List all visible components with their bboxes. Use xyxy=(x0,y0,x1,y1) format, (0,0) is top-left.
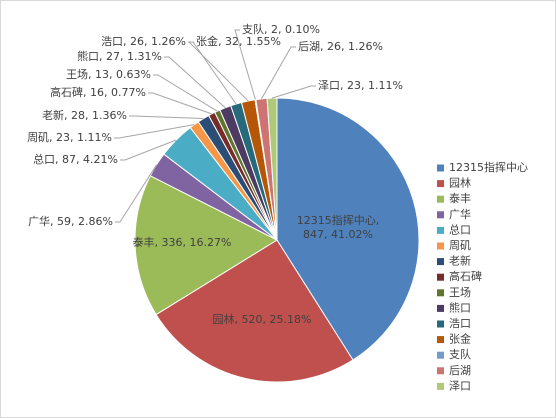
legend-label: 12315指挥中心 xyxy=(449,160,528,174)
legend-label: 张金 xyxy=(449,332,471,346)
leader-line xyxy=(114,124,195,139)
data-label: 泰丰, 336, 16.27% xyxy=(132,236,232,249)
leader-line xyxy=(115,164,158,223)
data-label: 张金, 32, 1.55% xyxy=(196,35,281,48)
legend-label: 支队 xyxy=(449,347,471,361)
legend-swatch xyxy=(437,336,444,344)
data-label: 后湖, 26, 1.26% xyxy=(298,40,383,53)
legend-swatch xyxy=(437,351,444,359)
pie-slice xyxy=(276,97,420,361)
pie-slice xyxy=(134,175,279,316)
legend-label: 老新 xyxy=(449,254,471,268)
legend-swatch xyxy=(437,258,444,266)
legend-label: 熊口 xyxy=(449,300,471,314)
legend-label: 后湖 xyxy=(449,364,471,377)
data-label: 总口, 87, 4.21% xyxy=(33,153,118,166)
leader-line xyxy=(153,74,218,112)
data-label: 老新, 28, 1.36% xyxy=(42,109,127,122)
legend-label: 园林 xyxy=(449,176,471,190)
legend-label: 总口 xyxy=(449,222,471,236)
legend-label: 高石碑 xyxy=(449,269,482,283)
data-label: 12315指挥中心, 847, 41.02% xyxy=(296,214,380,241)
legend-swatch xyxy=(437,211,444,219)
data-label: 高石碑, 16, 0.77% xyxy=(50,86,146,99)
data-label: 周矶, 23, 1.11% xyxy=(27,131,112,144)
legend-label: 广华 xyxy=(449,207,471,221)
leader-line xyxy=(129,115,204,120)
legend-swatch xyxy=(437,382,444,390)
leader-line xyxy=(120,139,177,161)
legend-swatch xyxy=(437,195,444,203)
data-label: 王场, 13, 0.63% xyxy=(66,68,151,81)
leader-line xyxy=(164,56,226,109)
legend-label: 泽口 xyxy=(449,379,471,392)
leader-line xyxy=(187,41,249,102)
legend-swatch xyxy=(437,273,444,281)
legend-label: 王场 xyxy=(449,285,471,299)
leader-line xyxy=(261,46,296,100)
data-label: 浩口, 26, 1.26% xyxy=(101,35,186,48)
legend-swatch xyxy=(437,289,444,297)
legend-swatch xyxy=(437,180,444,188)
leader-line xyxy=(234,29,256,100)
legend-swatch xyxy=(437,226,444,234)
legend-label: 泰丰 xyxy=(449,191,471,205)
data-label: 泽口, 23, 1.11% xyxy=(318,79,403,92)
data-label: 园林, 520, 25.18% xyxy=(212,313,312,326)
legend-swatch xyxy=(437,164,444,172)
legend-swatch xyxy=(437,367,444,375)
pie-slice xyxy=(155,239,354,383)
leader-line xyxy=(271,85,316,99)
data-label: 支队, 2, 0.10% xyxy=(242,23,320,36)
legend-swatch xyxy=(437,242,444,250)
legend-swatch xyxy=(437,320,444,328)
legend-label: 周矶 xyxy=(449,239,471,252)
data-label: 熊口, 27, 1.31% xyxy=(77,50,162,63)
legend-swatch xyxy=(437,304,444,312)
leader-line xyxy=(148,92,212,115)
legend-label: 浩口 xyxy=(449,317,471,330)
data-label: 广华, 59, 2.86% xyxy=(28,215,113,228)
